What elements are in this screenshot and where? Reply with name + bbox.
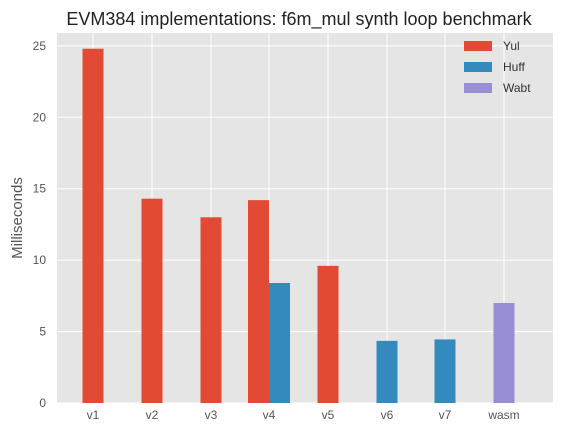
plot-area bbox=[57, 33, 553, 403]
x-tick-label: v1 bbox=[87, 408, 100, 422]
bar-huff-v4 bbox=[269, 283, 290, 403]
bar-huff-v7 bbox=[434, 339, 456, 403]
legend-swatch-wabt bbox=[464, 83, 492, 93]
y-axis-ticks: 0 5 10 15 20 25 bbox=[33, 39, 47, 410]
x-tick-label: wasm bbox=[487, 408, 519, 422]
y-axis-label: Milliseconds bbox=[9, 177, 26, 259]
y-tick-label: 25 bbox=[33, 39, 47, 53]
x-tick-label: v6 bbox=[381, 408, 394, 422]
legend-swatch-huff bbox=[464, 62, 492, 72]
x-tick-label: v7 bbox=[439, 408, 452, 422]
legend-label-yul: Yul bbox=[503, 39, 520, 53]
y-tick-label: 10 bbox=[33, 253, 47, 267]
bar-yul-v3 bbox=[200, 217, 222, 403]
bar-yul-v5 bbox=[317, 265, 339, 403]
y-tick-label: 20 bbox=[33, 110, 47, 124]
x-tick-label: v4 bbox=[263, 408, 276, 422]
chart-title: EVM384 implementations: f6m_mul synth lo… bbox=[66, 9, 532, 30]
bar-yul-v4 bbox=[248, 200, 269, 403]
legend-label-wabt: Wabt bbox=[503, 81, 531, 95]
x-tick-label: v3 bbox=[205, 408, 218, 422]
x-axis-ticks: v1 v2 v3 v4 v5 v6 v7 wasm bbox=[87, 408, 520, 422]
legend-swatch-yul bbox=[464, 41, 492, 51]
bar-wabt-wasm bbox=[493, 303, 515, 403]
bar-yul-v2 bbox=[141, 198, 163, 403]
bars bbox=[82, 48, 515, 403]
bar-yul-v1 bbox=[82, 48, 104, 403]
bar-huff-v6 bbox=[376, 340, 398, 403]
y-tick-label: 5 bbox=[39, 325, 46, 339]
legend-label-huff: Huff bbox=[503, 60, 525, 74]
legend: Yul Huff Wabt bbox=[464, 39, 531, 95]
x-tick-label: v5 bbox=[322, 408, 335, 422]
y-tick-label: 0 bbox=[39, 396, 46, 410]
y-tick-label: 15 bbox=[33, 182, 47, 196]
x-tick-label: v2 bbox=[146, 408, 159, 422]
